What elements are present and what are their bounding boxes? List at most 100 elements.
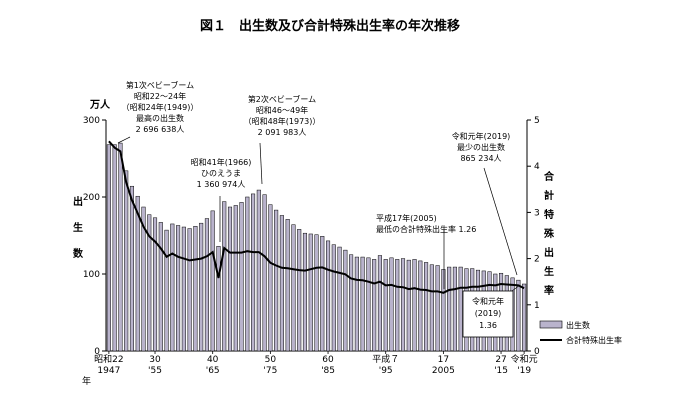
annotation-line: 第2次ベビーブーム [248,94,316,104]
x-tick-label-bottom: '15 [494,366,508,376]
right-axis-label-char: 出 [544,246,554,259]
annotation-line: 昭和22～24年 [134,91,186,101]
bar-1989 [349,254,354,352]
x-tick-label-top: 平成７ [372,353,399,365]
bar-1948 [112,144,117,352]
left-tick-label-100: 100 [83,270,100,280]
bar-1993 [372,259,377,352]
x-tick-label-bottom: '65 [206,366,220,376]
annotation-line: 2 091 983人 [258,128,307,137]
right-axis-label: 合計特殊出生率 [543,170,555,297]
bar-1997 [395,259,400,352]
annotation-line: 1.36 [479,321,497,330]
bar-1988 [343,249,348,352]
bar-1982 [308,233,313,352]
bar-1986 [331,244,336,352]
right-axis-label-char: 合 [543,170,555,183]
bar-1965 [210,210,215,352]
annotation-line: 令和元年 [472,296,504,306]
bar-1990 [354,256,359,352]
fertility-rate-line [108,140,525,294]
bar-1995 [383,259,388,352]
bar-1972 [251,193,256,352]
annotation-line: 平成17年(2005) [376,213,437,223]
bar-1976 [274,209,279,352]
bar-1967 [222,201,227,352]
x-tick-label-bottom: 2005 [432,366,455,376]
bar-2019 [522,283,527,352]
x-tick-label-top: 50 [265,355,277,365]
bar-2006 [447,266,452,352]
left-axis-label-char: 生 [73,221,83,234]
x-tick-label-bottom: '19 [517,366,531,376]
bar-1968 [227,206,233,352]
leader-reiwa-box [511,284,521,292]
right-tick-label-4: 4 [534,162,540,172]
bar-2008 [458,266,463,352]
right-tick-label-1: 1 [534,301,540,311]
annotation-line: 865 234人 [460,154,501,163]
bar-2007 [452,266,457,352]
legend-swatch-births [539,320,563,329]
legend-label-rate: 合計特殊出生率 [566,335,622,345]
left-tick-label-0: 0 [94,347,100,357]
left-axis-label-char: 数 [73,247,84,260]
x-tick-label-bottom: '55 [148,366,162,376]
annotation-line: （昭和24年(1949)） [122,102,199,112]
right-axis-label-char: 殊 [543,227,555,240]
bar-1975 [268,204,273,352]
chart-title: 図１ 出生数及び合計特殊出生率の年次推移 [200,18,460,34]
right-tick-label-2: 2 [534,255,540,265]
annotation-line: （昭和48年(1973)） [244,116,321,126]
annotation-line: 2 696 638人 [136,125,185,134]
annotation-line: 最低の合計特殊出生率 1.26 [376,224,476,234]
right-axis-label-char: 率 [544,284,554,297]
bar-1985 [326,240,331,352]
x-tick-label-bottom: '95 [379,366,393,376]
bar-1991 [360,256,365,352]
bar-1974 [262,194,267,352]
bar-1953 [141,206,146,352]
bar-1996 [389,257,394,352]
x-tick-label-bottom: '85 [321,366,335,376]
bar-1980 [297,229,302,352]
bar-2001 [418,260,423,352]
left-tick-label-200: 200 [83,193,100,203]
annotation-line: 最少の出生数 [457,142,505,152]
x-tick-label-top: 昭和22 [94,354,123,365]
bar-1979 [291,224,296,352]
left-axis-ticks: 0 100 200 300 [83,116,106,357]
bar-1951 [129,185,134,352]
x-tick-label-top: 令和元 [511,353,538,365]
bar-2004 [435,265,440,352]
bar-1959 [176,225,181,352]
left-axis-unit: 万人 [89,98,111,111]
bar-1958 [170,223,175,352]
bar-1977 [279,215,284,352]
bar-1987 [337,246,342,352]
leader-boom1 [117,136,131,144]
bar-1970 [239,202,244,352]
bar-1955 [152,217,158,352]
x-tick-label-top: 17 [438,355,449,365]
x-tick-label-top: 60 [322,355,334,365]
bar-1978 [285,219,290,352]
bar-1983 [314,234,319,352]
right-tick-label-3: 3 [534,208,540,218]
bar-1957 [164,229,169,352]
bar-1949 [118,142,123,352]
bar-1971 [245,196,250,352]
annotation-line: 令和元年(2019) [452,131,511,141]
bar-1954 [147,214,152,352]
annotation-line: ひのえうま [201,169,241,178]
bar-2003 [429,264,434,352]
annotation-line: 最高の出生数 [136,113,184,123]
annotation-reiwa-rate: 令和元年 (2019) 1.36 [472,296,504,330]
right-axis-label-char: 生 [544,265,554,278]
left-tick-label-300: 300 [83,116,100,126]
annotation-heisei17-min-rate: 平成17年(2005)最低の合計特殊出生率 1.26 [376,213,476,234]
bar-1960 [181,226,186,352]
x-tick-label-bottom: '75 [263,366,277,376]
bar-1952 [135,195,140,352]
